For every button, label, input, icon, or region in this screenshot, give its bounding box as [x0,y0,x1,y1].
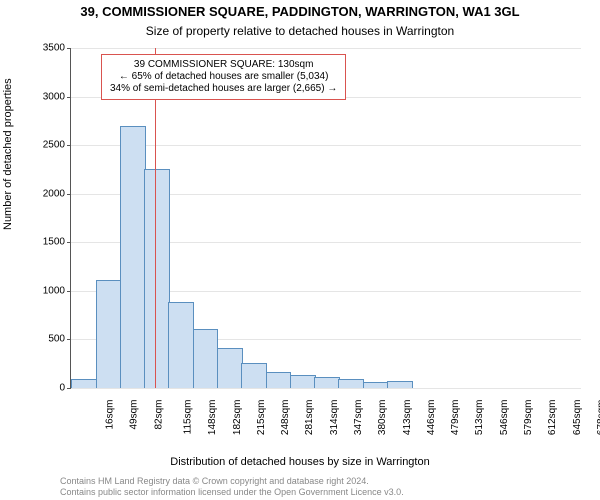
annotation-line: 39 COMMISSIONER SQUARE: 130sqm [110,59,337,71]
gridline [71,388,581,389]
histogram-bar [168,302,194,388]
y-tick-label: 3500 [43,43,65,54]
y-tick-label: 0 [59,383,65,394]
histogram-bar [96,280,122,388]
histogram-bar [71,379,97,388]
histogram-bar [387,381,413,388]
x-tick-label: 413sqm [402,400,413,436]
x-tick-label: 546sqm [499,400,510,436]
footnote-line1: Contains HM Land Registry data © Crown c… [60,476,404,487]
y-tick-label: 2500 [43,140,65,151]
gridline [71,145,581,146]
x-axis-label: Distribution of detached houses by size … [0,456,600,468]
histogram-bar [314,377,340,388]
x-tick-label: 446sqm [426,400,437,436]
chart-title-line1: 39, COMMISSIONER SQUARE, PADDINGTON, WAR… [0,4,600,19]
histogram-bar [266,372,292,388]
x-tick-label: 182sqm [232,400,243,436]
x-tick-label: 479sqm [450,400,461,436]
x-tick-label: 248sqm [280,400,291,436]
footnote-line2: Contains public sector information licen… [60,487,404,498]
histogram-bar [144,169,170,388]
x-tick-label: 678sqm [596,400,600,436]
histogram-bar [120,126,146,388]
y-tick-label: 500 [48,334,65,345]
y-axis-label: Number of detached properties [2,78,14,230]
x-tick-label: 148sqm [207,400,218,436]
y-tick-label: 2000 [43,188,65,199]
x-tick-label: 579sqm [523,400,534,436]
histogram-bar [241,363,267,388]
y-tick-label: 1500 [43,237,65,248]
histogram-bar [217,348,243,388]
annotation-box: 39 COMMISSIONER SQUARE: 130sqm ← 65% of … [101,54,346,100]
x-tick-label: 645sqm [572,400,583,436]
footnote: Contains HM Land Registry data © Crown c… [60,476,404,498]
annotation-line: 34% of semi-detached houses are larger (… [110,83,337,95]
y-tick-label: 3000 [43,91,65,102]
property-size-histogram: 39, COMMISSIONER SQUARE, PADDINGTON, WAR… [0,0,600,500]
x-tick-label: 314sqm [329,400,340,436]
x-tick-label: 380sqm [377,400,388,436]
x-tick-label: 612sqm [547,400,558,436]
x-tick-label: 16sqm [105,400,116,430]
histogram-bar [290,375,316,388]
x-tick-label: 215sqm [256,400,267,436]
x-tick-label: 115sqm [182,400,193,435]
x-tick-label: 347sqm [353,400,364,436]
chart-title-line2: Size of property relative to detached ho… [0,24,600,38]
x-tick-label: 49sqm [129,400,140,430]
histogram-bar [193,329,219,388]
histogram-bar [338,379,364,388]
plot-area: 050010001500200025003000350016sqm49sqm82… [70,48,581,389]
annotation-line: ← 65% of detached houses are smaller (5,… [110,71,337,83]
x-tick-label: 513sqm [475,400,486,436]
gridline [71,48,581,49]
x-tick-label: 82sqm [153,400,164,430]
histogram-bar [363,382,389,388]
y-tick-label: 1000 [43,285,65,296]
x-tick-label: 281sqm [305,400,316,436]
